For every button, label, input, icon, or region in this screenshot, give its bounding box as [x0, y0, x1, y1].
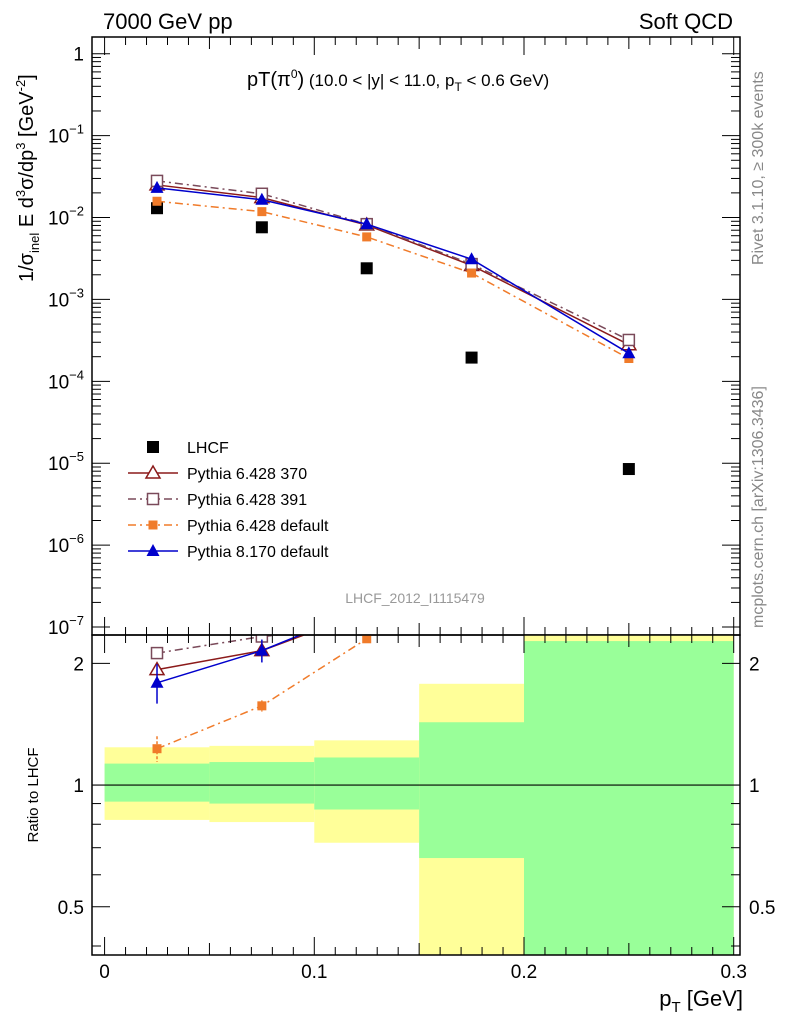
x-tick-label: 0 — [99, 962, 110, 983]
main-y-tick-label: 10−4 — [48, 367, 84, 393]
ratio-point-s3-0 — [150, 675, 164, 688]
main-y-axis-label: 1/σinel E d3σ/dp3 [GeV-2] — [13, 74, 42, 282]
ratio-y-tick-label-right: 2 — [749, 654, 760, 675]
header-energy: 7000 GeV pp — [103, 9, 233, 34]
legend-marker-4 — [146, 544, 160, 556]
main-y-tick-label: 1 — [73, 45, 84, 66]
x-tick-label: 0.3 — [720, 962, 746, 983]
main-point-s4-4 — [622, 346, 636, 359]
ratio-point-s2-0 — [152, 744, 162, 754]
main-y-tick-label: 10−5 — [48, 449, 84, 475]
plot-title: pT(π0) (10.0 < |y| < 11.0, pT < 0.6 GeV) — [247, 67, 549, 94]
main-point-s3-0 — [152, 196, 162, 206]
legend-marker-3 — [148, 520, 158, 530]
main-panel: 1 10−1 10−2 10−3 10−4 10−5 10−6 10−7 pT(π0) (10… — [13, 36, 741, 639]
main-point-s4-3 — [465, 252, 479, 265]
green-band-3 — [419, 722, 524, 859]
main-axis-ticks: 1 10−1 10−2 10−3 10−4 10−5 10−6 10−7 — [48, 37, 740, 639]
uncertainty-bands — [92, 635, 740, 955]
legend-marker-0 — [147, 441, 159, 453]
ratio-panel: 0.5 0.5 1 1 2 2 0 0.1 0.2 0.3 Ratio to LHCF pT [G… — [25, 634, 775, 1016]
legend: LHCF Pythia 6.428 370 Pythia 6.428 391 Pyth… — [128, 440, 329, 561]
ratio-frame — [91, 634, 741, 956]
ratio-y-tick-label-left: 0.5 — [58, 898, 84, 919]
main-point-s3-4 — [624, 354, 634, 364]
analysis-watermark: LHCF_2012_I1115479 — [345, 590, 485, 606]
x-tick-label: 0.2 — [511, 962, 537, 983]
ratio-y-tick-label-right: 0.5 — [749, 898, 775, 919]
ratio-series-line-1 — [156, 635, 286, 654]
ratio-point-s3-1 — [255, 643, 269, 656]
ratio-point-s1-0 — [150, 646, 164, 660]
ratio-point-s2-2 — [362, 635, 372, 644]
main-series-line-1 — [156, 184, 630, 346]
green-band-2 — [314, 757, 420, 810]
green-band-0 — [104, 763, 210, 802]
main-y-tick-label: 10−3 — [48, 285, 84, 311]
rivet-label: Rivet 3.1.10, ≥ 300k events — [750, 71, 767, 265]
green-band-1 — [209, 762, 315, 804]
main-series-layer — [148, 174, 638, 476]
legend-marker-1 — [144, 464, 162, 479]
ratio-y-tick-label-left: 1 — [73, 776, 84, 797]
ratio-point-s2-1 — [257, 701, 267, 711]
main-point-s2-4 — [622, 333, 636, 347]
legend-label-3: Pythia 6.428 default — [187, 518, 329, 535]
main-point-s0-2 — [360, 262, 373, 275]
main-y-tick-label: 10−6 — [48, 531, 84, 557]
main-series-line-2 — [156, 180, 630, 341]
ratio-y-tick-label-left: 2 — [73, 654, 84, 675]
main-series-line-4 — [156, 187, 630, 354]
ratio-y-axis-label: Ratio to LHCF — [25, 747, 42, 842]
main-y-tick-label: 10−2 — [48, 204, 84, 230]
main-point-s4-0 — [150, 180, 164, 193]
main-point-s0-3 — [465, 351, 478, 364]
ratio-series-layer — [148, 635, 372, 763]
main-point-s4-2 — [360, 217, 374, 230]
ratio-y-tick-label-right: 1 — [749, 776, 760, 797]
main-series-line-3 — [156, 200, 630, 360]
main-point-s0-4 — [622, 463, 635, 476]
x-axis-label: pT [GeV] — [659, 986, 743, 1016]
main-point-s3-1 — [257, 207, 267, 217]
main-point-s4-1 — [255, 192, 269, 205]
green-band-4 — [524, 641, 734, 955]
mcplots-label: mcplots.cern.ch [arXiv:1306.3436] — [750, 386, 767, 628]
main-y-tick-label: 10−7 — [48, 613, 84, 639]
main-point-s3-3 — [467, 268, 477, 278]
legend-label-1: Pythia 6.428 370 — [187, 466, 307, 483]
legend-label-2: Pythia 6.428 391 — [187, 492, 307, 509]
legend-label-4: Pythia 8.170 default — [187, 544, 329, 561]
header-process: Soft QCD — [639, 9, 733, 34]
legend-label-0: LHCF — [187, 440, 229, 457]
main-point-s3-2 — [362, 232, 372, 242]
x-tick-label: 0.1 — [301, 962, 327, 983]
main-point-s0-1 — [255, 221, 268, 234]
legend-marker-2 — [146, 492, 160, 506]
main-y-tick-label: 10−1 — [48, 122, 84, 148]
ratio-axis-ticks: 0.5 0.5 1 1 2 2 0 0.1 0.2 0.3 — [58, 635, 775, 983]
